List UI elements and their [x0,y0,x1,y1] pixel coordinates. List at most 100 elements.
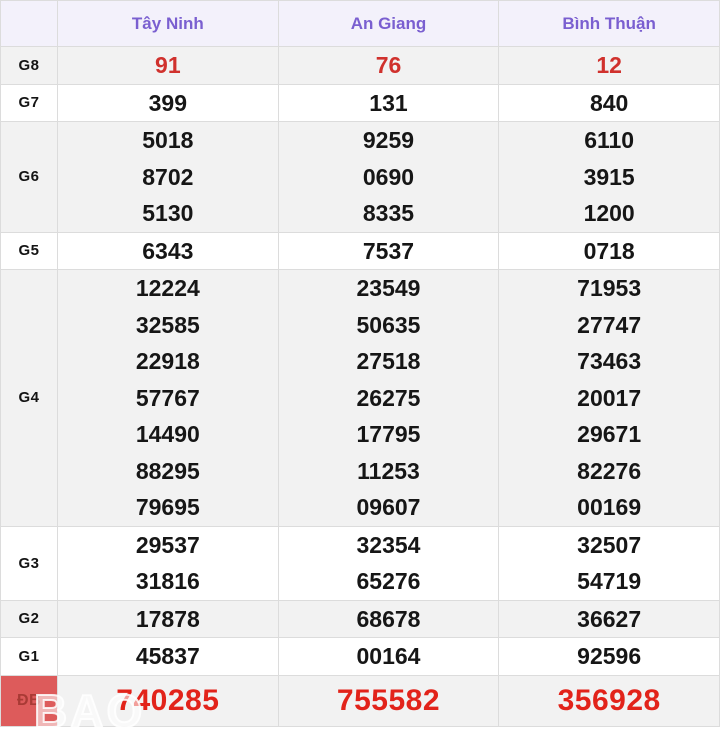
prize-label: G4 [0,269,58,527]
prize-number: 32585 [135,311,200,338]
prize-values-cell: 5018 8702 5130 [57,121,279,233]
prize-number: 50635 [356,311,421,338]
prize-number: 79695 [135,494,200,520]
prize-number: 6343 [142,237,194,264]
prize-values-cell: 17878 [57,599,279,638]
prize-values-cell: 131 [277,83,500,122]
prize-values-cell: 740285 [57,674,279,727]
prize-number: 9259 [362,127,415,153]
prize-number: 68678 [356,605,421,632]
prize-number: 8335 [362,200,415,226]
prize-values-cell: 68678 [277,599,500,638]
prize-values-cell: 23549 50635 27518 26275 17795 11253 09607 [277,269,500,527]
prize-values-cell: 7537 [277,231,500,270]
prize-number: 92596 [577,643,642,669]
prize-values-cell: 00164 [277,637,500,676]
prize-number: 8702 [142,163,194,190]
prize-row-G5: G5 6343 7537 0718 [0,231,720,270]
prize-number: 32354 [356,531,421,558]
prize-values-cell: 32507 54719 [498,525,720,601]
prize-row-G7: G7 399 131 840 [0,83,720,122]
prize-label: G2 [0,599,58,638]
prize-row-G2: G2 17878 68678 36627 [0,599,720,638]
prize-number: 740285 [116,683,220,717]
prize-number: 45837 [135,643,200,669]
prize-number: 399 [148,89,188,116]
prize-values-cell: 45837 [57,637,279,676]
prize-values-cell: 76 [277,46,500,85]
prize-number: 5130 [142,200,194,226]
prize-number: 0718 [583,237,635,264]
prize-number: 23549 [356,275,421,301]
prize-number: 14490 [135,421,200,447]
prize-number: 09607 [356,494,421,520]
prize-number: 20017 [577,384,642,411]
prize-label: G6 [0,121,58,233]
prize-label: G8 [0,46,58,85]
column-header-binh-thuan: Bình Thuận [498,0,720,47]
prize-label: G7 [0,83,58,122]
prize-values-cell: 36627 [498,599,720,638]
prize-number: 7537 [362,237,415,264]
prize-values-cell: 32354 65276 [277,525,500,601]
prize-values-cell: 91 [57,46,279,85]
prize-number: 22918 [135,348,200,374]
prize-number: 356928 [557,683,661,717]
prize-values-cell: 356928 [498,674,720,727]
prize-number: 26275 [356,384,421,411]
prize-label: G1 [0,637,58,676]
prize-number: 82276 [577,457,642,484]
prize-row-ĐB: ĐB 740285 755582 356928 [0,674,720,727]
prize-values-cell: 399 [57,83,279,122]
prize-number: 29671 [577,421,642,447]
prize-number: 5018 [142,127,194,153]
prize-values-cell: 92596 [498,637,720,676]
prize-values-cell: 9259 0690 8335 [277,121,500,233]
prize-row-G3: G3 29537 31816 32354 65276 32507 54719 [0,525,720,601]
prize-number: 36627 [577,605,642,632]
prize-number: 131 [369,89,408,116]
prize-row-G8: G8 91 76 12 [0,46,720,85]
prize-values-cell: 6110 3915 1200 [498,121,720,233]
prize-number: 6110 [584,127,635,153]
prize-number: 29537 [135,531,200,558]
prize-values-cell: 6343 [57,231,279,270]
prize-values-cell: 0718 [498,231,720,270]
prize-number: 1200 [583,200,635,226]
prize-row-G4: G4 12224 32585 22918 57767 14490 88295 79695 235… [0,269,720,527]
prize-number: 32507 [577,531,642,558]
prize-number: 12 [596,52,622,78]
prize-number: 54719 [577,568,642,594]
results-body: G8 91 76 12 G7 399 131 840 G6 5018 8702 5130 9259 069… [0,46,720,727]
prize-row-G6: G6 5018 8702 5130 9259 0690 8335 6110 3915 1200 [0,121,720,233]
prize-label: ĐB [0,674,58,727]
prize-number: 88295 [135,457,200,484]
prize-number: 27747 [577,311,642,338]
prize-number: 755582 [336,683,441,717]
prize-number: 76 [375,52,402,78]
prize-values-cell: 755582 [277,674,500,727]
prize-number: 00169 [577,494,642,520]
prize-values-cell: 12 [498,46,720,85]
prize-number: 0690 [362,163,415,190]
prize-number: 27518 [356,348,421,374]
prize-number: 65276 [356,568,421,594]
header-corner-cell [0,0,58,47]
prize-number: 73463 [577,348,642,374]
prize-number: 3915 [583,163,635,190]
prize-number: 11253 [357,457,420,484]
header-row: Tây Ninh An Giang Bình Thuận [0,0,720,47]
prize-number: 57767 [135,384,200,411]
prize-number: 00164 [356,643,421,669]
prize-number: 17795 [356,421,421,447]
prize-values-cell: 71953 27747 73463 20017 29671 82276 00169 [498,269,720,527]
column-header-an-giang: An Giang [277,0,500,47]
prize-number: 71953 [577,275,642,301]
prize-values-cell: 12224 32585 22918 57767 14490 88295 79695 [57,269,279,527]
prize-label: G5 [0,231,58,270]
prize-values-cell: 29537 31816 [57,525,279,601]
prize-values-cell: 840 [498,83,720,122]
prize-label: G3 [0,525,58,601]
